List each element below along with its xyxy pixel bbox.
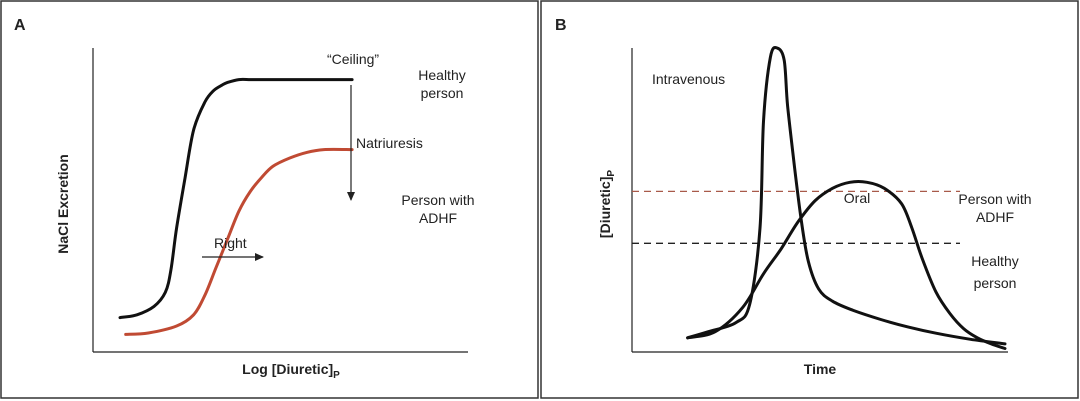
b-healthy-label-line1: Healthy xyxy=(971,253,1018,269)
intravenous-label: Intravenous xyxy=(652,71,725,87)
panel-a-y-label: NaCl Excretion xyxy=(55,154,71,254)
adhf-label-line2: ADHF xyxy=(419,210,457,226)
panel-b-x-label: Time xyxy=(804,361,837,377)
panel-a-x-label-subscript: P xyxy=(333,370,340,381)
healthy-person-curve xyxy=(118,77,354,320)
panel-a-letter: A xyxy=(14,17,26,34)
oral-curve xyxy=(686,179,1007,350)
b-adhf-label-line2: ADHF xyxy=(976,209,1014,225)
right-label: Right xyxy=(214,235,247,251)
panel-a-x-label-main: Log [Diuretic] xyxy=(242,361,333,377)
adhf-curve xyxy=(124,147,354,336)
intravenous-curve xyxy=(686,46,1007,346)
healthy-person-label-line1: Healthy xyxy=(418,67,465,83)
panel-b-y-label-main: [Diuretic] xyxy=(597,177,613,238)
ceiling-label: “Ceiling” xyxy=(327,51,379,67)
panel-a-x-label: Log [Diuretic]P xyxy=(242,361,340,381)
panel-a-frame xyxy=(0,0,539,399)
healthy-person-label-line2: person xyxy=(421,85,464,101)
oral-label: Oral xyxy=(844,190,870,206)
b-healthy-label-line2: person xyxy=(974,275,1017,291)
b-adhf-label-line1: Person with xyxy=(958,191,1031,207)
panel-b-y-label-subscript: P xyxy=(606,170,617,177)
panel-b-letter: B xyxy=(555,17,567,34)
panel-b-y-label: [Diuretic]P xyxy=(597,170,617,238)
adhf-label-line1: Person with xyxy=(401,192,474,208)
panel-b-frame xyxy=(540,0,1079,399)
natriuresis-label: Natriuresis xyxy=(356,135,423,151)
